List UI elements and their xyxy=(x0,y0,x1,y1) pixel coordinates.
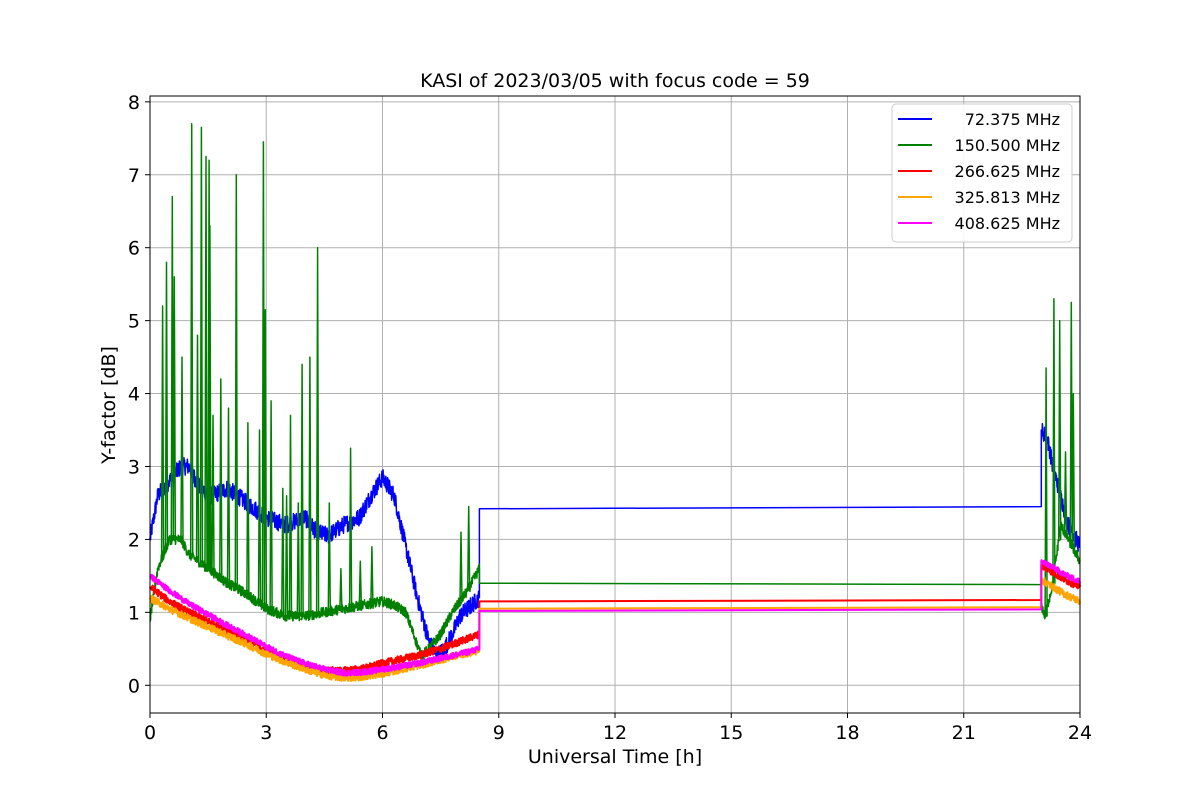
chart-title: KASI of 2023/03/05 with focus code = 59 xyxy=(420,70,810,92)
y-tick-label: 6 xyxy=(128,238,140,260)
x-tick-label: 3 xyxy=(260,722,272,744)
x-tick-label: 6 xyxy=(376,722,388,744)
legend: 72.375 MHz 150.500 MHz 266.625 MHz 325.813 … xyxy=(891,103,1073,243)
legend-box xyxy=(891,103,1073,243)
y-tick-label: 2 xyxy=(128,529,140,551)
x-tick-label: 18 xyxy=(835,722,859,744)
legend-entry: 150.500 MHz xyxy=(955,136,1060,155)
legend-entry: 408.625 MHz xyxy=(955,214,1060,233)
series-line-1 xyxy=(149,122,1081,662)
x-tick-label: 12 xyxy=(603,722,627,744)
y-tick-label: 3 xyxy=(128,456,140,478)
y-tick-label: 5 xyxy=(128,311,140,333)
x-tick-label: 24 xyxy=(1068,722,1092,744)
x-tick-label: 15 xyxy=(719,722,743,744)
x-axis-label: Universal Time [h] xyxy=(528,746,702,768)
y-axis-label: Y-factor [dB] xyxy=(98,346,120,465)
x-tick-label: 0 xyxy=(144,722,156,744)
y-tick-label: 1 xyxy=(128,602,140,624)
y-tick-label: 8 xyxy=(128,92,140,114)
y-tick-label: 7 xyxy=(128,165,140,187)
plot-series xyxy=(149,122,1081,682)
legend-entry: 266.625 MHz xyxy=(955,162,1060,181)
legend-entry: 325.813 MHz xyxy=(955,188,1060,207)
y-tick-label: 4 xyxy=(128,384,140,406)
legend-entry: 72.375 MHz xyxy=(965,110,1060,129)
x-tick-label: 9 xyxy=(493,722,505,744)
y-tick-label: 0 xyxy=(128,675,140,697)
series-line-0 xyxy=(149,422,1081,665)
series-line-4 xyxy=(149,559,1081,677)
x-tick-label: 21 xyxy=(952,722,976,744)
